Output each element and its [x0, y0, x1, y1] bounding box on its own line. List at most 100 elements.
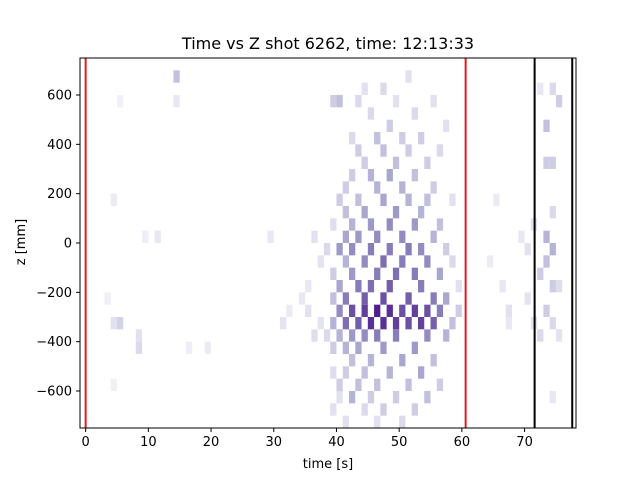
heatmap-cell-70 [361, 206, 368, 219]
chart-title: Time vs Z shot 6262, time: 12:13:33 [181, 34, 474, 53]
heatmap-cell-168 [486, 255, 494, 268]
heatmap-cell-48 [342, 341, 350, 354]
heatmap-cell-75 [361, 366, 368, 379]
heatmap-cell-118 [399, 255, 406, 268]
heatmap-cell-126 [405, 292, 412, 305]
heatmap-cell-170 [505, 304, 513, 317]
y-tick-label-0: −600 [36, 385, 72, 400]
heatmap-cell-135 [411, 403, 418, 416]
heatmap-cell-131 [411, 218, 418, 231]
heatmap-cell-151 [430, 292, 437, 305]
heatmap-cell-90 [374, 329, 381, 342]
heatmap-cell-85 [374, 132, 381, 145]
heatmap-cell-103 [386, 218, 393, 231]
heatmap-cell-173 [518, 230, 525, 243]
heatmap-cell-99 [380, 341, 387, 354]
heatmap-cell-32 [330, 218, 337, 231]
heatmap-cell-187 [549, 156, 556, 169]
heatmap-cell-142 [424, 156, 431, 169]
heatmap-cell-61 [355, 144, 362, 157]
heatmap-cell-69 [361, 156, 368, 169]
heatmap-cell-154 [436, 144, 444, 157]
heatmap-cell-113 [392, 329, 400, 342]
heatmap-cell-25 [323, 243, 331, 256]
heatmap-cell-188 [549, 206, 556, 219]
heatmap-cell-52 [349, 169, 356, 182]
heatmap-cell-59 [349, 391, 356, 404]
heatmap-cell-91 [374, 378, 381, 391]
heatmap-cell-56 [349, 304, 356, 317]
x-tick-label-6: 60 [454, 435, 471, 450]
x-tick-label-2: 20 [203, 435, 220, 450]
heatmap-cell-16 [286, 304, 293, 317]
heatmap-cell-87 [374, 230, 381, 243]
heatmap-cell-27 [330, 292, 337, 305]
heatmap-cell-76 [361, 403, 368, 416]
heatmap-cell-174 [524, 243, 531, 256]
heatmap-cell-167 [455, 280, 462, 293]
heatmap-cell-134 [411, 341, 418, 354]
heatmap-cell-65 [355, 317, 362, 330]
heatmap-cell-163 [449, 193, 456, 206]
heatmap-cell-143 [424, 193, 431, 206]
heatmap-cell-2 [116, 95, 124, 108]
heatmap-cell-101 [386, 119, 393, 132]
heatmap-cell-100 [380, 403, 387, 416]
heatmap-cell-159 [443, 119, 450, 132]
heatmap-cell-81 [367, 280, 375, 293]
heatmap-cell-166 [455, 304, 462, 317]
heatmap-cell-162 [443, 329, 450, 342]
heatmap-cell-181 [543, 119, 550, 132]
heatmap-cell-55 [349, 267, 356, 280]
heatmap-cell-57 [349, 329, 356, 342]
heatmap-cell-10 [110, 378, 117, 391]
heatmap-cell-195 [555, 329, 563, 342]
heatmap-cell-71 [361, 255, 368, 268]
heatmap-cell-191 [549, 317, 556, 330]
heatmap-cell-21 [323, 329, 331, 342]
heatmap-cell-96 [380, 255, 387, 268]
heatmap-cell-31 [330, 403, 337, 416]
heatmap-cell-128 [405, 378, 412, 391]
x-tick-label-5: 50 [391, 435, 408, 450]
heatmap-cell-14 [267, 230, 274, 243]
heatmap-cell-68 [361, 82, 368, 95]
heatmap-cell-39 [336, 329, 343, 342]
x-tick-label-7: 70 [516, 435, 533, 450]
heatmap-cell-63 [355, 230, 362, 243]
heatmap-cell-146 [424, 329, 431, 342]
heatmap-cell-183 [543, 230, 550, 243]
x-tick-label-1: 10 [140, 435, 157, 450]
heatmap-cell-0 [173, 70, 180, 83]
x-tick-label-4: 40 [328, 435, 345, 450]
heatmap-cell-97 [380, 292, 387, 305]
heatmap-cell-50 [342, 415, 350, 428]
heatmap-cell-165 [449, 317, 456, 330]
heatmap-cell-110 [392, 206, 400, 219]
heatmap-cell-194 [555, 280, 563, 293]
heatmap-cell-45 [342, 255, 350, 268]
heatmap-cell-189 [549, 243, 556, 256]
heatmap-cell-35 [336, 193, 343, 206]
heatmap-cell-121 [399, 415, 406, 428]
heatmap-cell-60 [355, 95, 362, 108]
heatmap-cell-164 [449, 255, 456, 268]
heatmap-cell-38 [336, 304, 343, 317]
heatmap-cell-108 [392, 95, 400, 108]
heatmap-cell-73 [361, 304, 368, 317]
heatmap-cell-83 [367, 354, 375, 367]
heatmap-cell-155 [436, 218, 444, 231]
heatmap-cell-161 [443, 292, 450, 305]
heatmap-cell-144 [424, 255, 431, 268]
heatmap-cell-186 [549, 82, 556, 95]
heatmap-cell-107 [386, 366, 393, 379]
y-tick-label-6: 600 [47, 89, 72, 104]
heatmap-cell-11 [104, 292, 111, 305]
heatmap-cell-145 [424, 304, 431, 317]
heatmap-cell-150 [430, 230, 437, 243]
heatmap-cell-129 [411, 107, 418, 120]
heatmap-cell-42 [342, 181, 350, 194]
heatmap-cell-46 [342, 292, 350, 305]
heatmap-cell-119 [399, 304, 406, 317]
heatmap-cell-78 [367, 169, 375, 182]
